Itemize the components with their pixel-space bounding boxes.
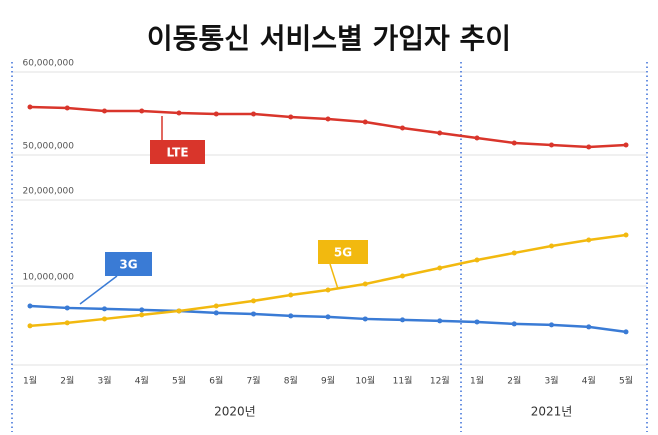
point <box>623 142 629 148</box>
point <box>288 114 294 120</box>
point <box>400 125 405 131</box>
y-tick-label: 20,000,000 <box>22 187 74 197</box>
point <box>474 319 480 325</box>
point <box>139 307 145 313</box>
x-tick-label: 1월 <box>470 375 484 387</box>
point <box>549 322 554 328</box>
point <box>139 108 145 114</box>
legend-box <box>318 240 368 264</box>
legend-box <box>105 252 152 276</box>
point <box>586 144 592 150</box>
x-tick-label: 3월 <box>97 375 111 387</box>
y-tick-label: 10,000,000 <box>22 272 74 282</box>
x-tick-label: 1월 <box>23 375 37 387</box>
point <box>251 298 256 304</box>
x-tick-label: 2월 <box>507 375 521 387</box>
point <box>549 243 554 249</box>
legend-label: 5G <box>334 246 352 260</box>
x-tick-label: 6월 <box>209 375 223 387</box>
point <box>437 265 443 271</box>
point <box>251 311 256 317</box>
group-label: 2021년 <box>531 405 573 419</box>
x-tick-label: 10월 <box>355 375 375 387</box>
x-tick-label: 8월 <box>284 375 298 387</box>
point <box>102 316 107 322</box>
x-tick-label: 5월 <box>172 375 186 387</box>
x-tick-label: 9월 <box>321 375 335 387</box>
point <box>64 320 70 326</box>
x-tick-label: 3월 <box>544 375 558 387</box>
point <box>586 324 592 330</box>
point <box>64 305 70 311</box>
point <box>325 116 331 122</box>
point <box>400 273 405 279</box>
point <box>176 308 182 314</box>
x-tick-label: 12월 <box>430 375 450 387</box>
point <box>139 312 145 318</box>
point <box>288 292 294 298</box>
x-tick-label: 2월 <box>60 375 74 387</box>
legend-label: LTE <box>166 146 188 160</box>
point <box>102 108 107 114</box>
point <box>213 111 219 117</box>
x-tick-label: 5월 <box>619 375 633 387</box>
point <box>511 321 517 327</box>
point <box>474 257 480 263</box>
point <box>176 110 182 116</box>
point <box>586 237 592 243</box>
y-tick-label: 50,000,000 <box>22 142 74 152</box>
point <box>511 140 517 146</box>
point <box>213 310 219 316</box>
point <box>27 323 33 329</box>
x-tick-label: 4월 <box>135 375 149 387</box>
legend-box <box>150 140 205 164</box>
point <box>623 232 629 238</box>
point <box>511 250 517 256</box>
group-label: 2020년 <box>214 405 256 419</box>
point <box>400 317 405 323</box>
x-tick-label: 4월 <box>582 375 596 387</box>
point <box>437 318 443 324</box>
legend-label: 3G <box>119 258 137 272</box>
series-line <box>29 105 627 149</box>
point <box>362 119 368 125</box>
point <box>27 104 33 110</box>
point <box>437 130 443 136</box>
point <box>102 306 107 312</box>
point <box>549 142 554 148</box>
point <box>27 303 33 309</box>
point <box>64 105 70 111</box>
point <box>288 313 294 319</box>
point <box>213 303 219 309</box>
x-tick-label: 11월 <box>393 375 413 387</box>
point <box>251 111 256 117</box>
chart-title: 이동통신 서비스별 가입자 추이 <box>147 22 511 55</box>
point <box>362 281 368 287</box>
callout-line <box>79 275 118 305</box>
point <box>474 135 480 141</box>
x-tick-label: 7월 <box>246 375 260 387</box>
point <box>362 316 368 322</box>
point <box>623 329 629 335</box>
point <box>325 314 331 320</box>
callout-line <box>329 263 339 290</box>
point <box>325 287 331 293</box>
y-tick-label: 60,000,000 <box>22 59 74 69</box>
